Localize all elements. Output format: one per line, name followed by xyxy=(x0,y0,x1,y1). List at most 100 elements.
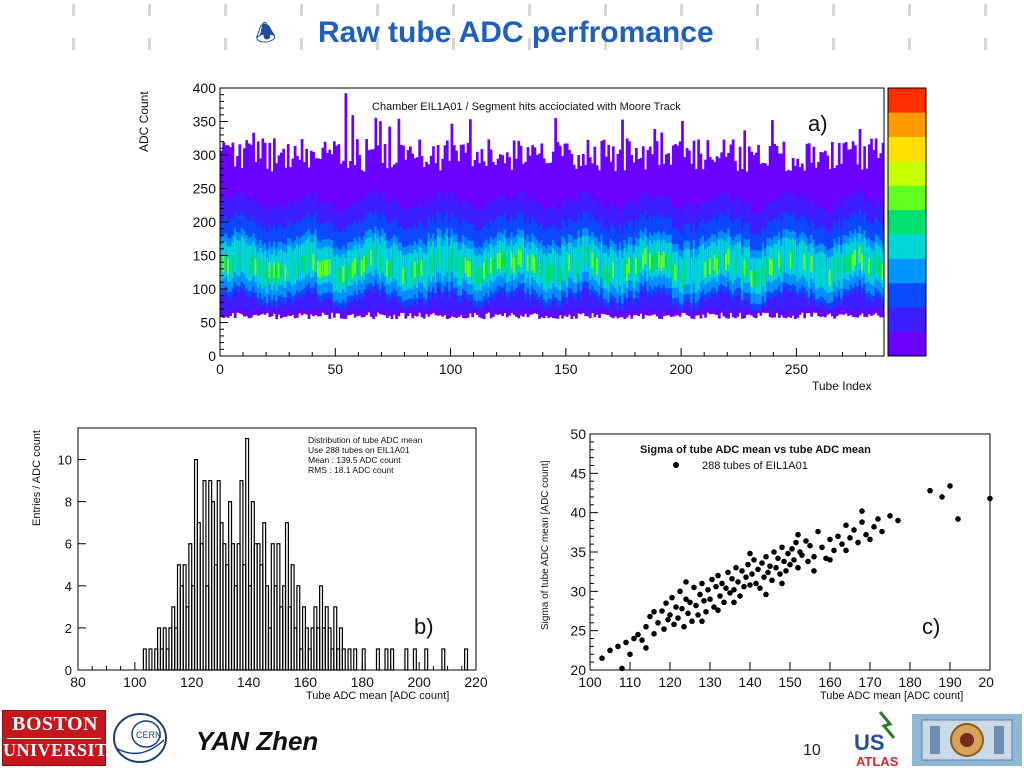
chart-c-xtick-label: 190 xyxy=(938,674,962,690)
scatter-point xyxy=(659,608,665,614)
heatmap-cell xyxy=(807,264,811,281)
heatmap-cell xyxy=(365,251,368,268)
colorbar-cell xyxy=(888,173,926,186)
heatmap-cell xyxy=(427,253,431,270)
chart-b-xtick-label: 160 xyxy=(294,674,318,690)
scatter-point xyxy=(783,568,789,574)
heatmap-cell xyxy=(284,264,288,281)
scatter-point xyxy=(723,585,729,591)
chart-c-ytick-label: 30 xyxy=(570,583,586,599)
scatter-point xyxy=(707,596,713,602)
heatmap-cell xyxy=(279,261,283,278)
heatmap-cell xyxy=(683,261,687,278)
heatmap-cell xyxy=(404,267,408,284)
heatmap-cell xyxy=(766,258,770,275)
heatmap-cell xyxy=(651,256,654,273)
slide-tick-mark xyxy=(452,4,455,16)
scatter-point xyxy=(699,580,705,587)
colorbar-cell xyxy=(888,185,926,198)
scatter-point xyxy=(665,616,671,623)
scatter-point xyxy=(815,528,821,535)
scatter-point xyxy=(663,600,669,606)
heatmap-cell xyxy=(503,249,507,267)
chart-b-panel-label: b) xyxy=(414,614,434,639)
scatter-point xyxy=(871,524,877,530)
scatter-point xyxy=(713,583,719,590)
slide-tick-mark xyxy=(984,38,987,50)
heatmap-cell xyxy=(376,250,380,268)
heatmap-cell xyxy=(268,261,272,278)
heatmap-cell xyxy=(757,270,760,287)
scatter-point xyxy=(709,576,715,583)
heatmap-cell xyxy=(660,255,664,272)
heatmap-cell xyxy=(704,261,707,278)
heatmap-cell xyxy=(374,246,378,263)
heatmap-cell xyxy=(628,257,631,274)
heatmap-cell xyxy=(526,254,530,272)
heatmap-cell xyxy=(734,256,737,273)
heatmap-cell xyxy=(344,269,348,286)
heatmap-cell xyxy=(381,249,385,266)
heatmap-cell xyxy=(473,267,477,284)
heatmap-cell xyxy=(406,266,410,283)
scatter-point xyxy=(785,550,791,557)
scatter-point xyxy=(787,561,793,568)
scatter-point xyxy=(761,574,767,580)
chart-a-ylabel: ADC Count xyxy=(137,91,151,152)
heatmap-cell xyxy=(307,249,311,266)
heatmap-cell xyxy=(761,262,765,280)
heatmap-cell xyxy=(847,257,850,274)
page-number: 10 xyxy=(803,742,821,759)
heatmap-cell xyxy=(782,249,786,266)
heatmap-cell xyxy=(706,259,710,276)
heatmap-cell xyxy=(309,254,313,271)
heatmap-cell xyxy=(439,250,442,267)
chart-b-xtick-label: 220 xyxy=(464,674,488,690)
heatmap-cell xyxy=(420,260,424,277)
heatmap-cell xyxy=(505,259,509,276)
heatmap-cell xyxy=(648,253,652,270)
slide-tick-mark xyxy=(604,4,607,16)
heatmap-cell xyxy=(812,259,816,277)
heatmap-cell xyxy=(282,263,285,280)
chart-b-stats-line-1: Distribution of tube ADC mean xyxy=(308,435,423,445)
heatmap-cell xyxy=(837,257,841,274)
heatmap-cell xyxy=(390,259,394,276)
heatmap-cell xyxy=(570,255,574,272)
heatmap-cell xyxy=(646,257,650,275)
scatter-point xyxy=(623,639,629,646)
colorbar-cell xyxy=(888,136,926,150)
heatmap-cell xyxy=(835,263,839,280)
slide-tick-mark xyxy=(148,4,151,16)
chart-c-ytick-label: 40 xyxy=(570,505,586,521)
scatter-point xyxy=(717,593,723,599)
scatter-point xyxy=(697,591,703,598)
heatmap-cell xyxy=(849,251,853,268)
heatmap-cell xyxy=(777,252,781,269)
scatter-point xyxy=(767,563,773,569)
histogram-bar xyxy=(424,648,429,671)
heatmap-cell xyxy=(554,263,558,280)
slide-tick-mark xyxy=(300,4,303,16)
scatter-point xyxy=(855,539,861,546)
scatter-point xyxy=(747,582,753,588)
heatmap-cell xyxy=(630,257,634,274)
scatter-point xyxy=(711,604,717,610)
slide-tick-mark xyxy=(528,38,531,50)
scatter-point xyxy=(715,572,721,579)
scatter-point xyxy=(639,637,645,643)
us-atlas-logo-us: US xyxy=(854,730,885,755)
scatter-point xyxy=(803,538,809,544)
heatmap-cell xyxy=(471,261,475,278)
scatter-point xyxy=(683,579,689,585)
heatmap-cell xyxy=(572,259,576,276)
heatmap-cell xyxy=(448,258,451,275)
heatmap-cell xyxy=(867,257,871,274)
heatmap-cell xyxy=(803,254,807,271)
heatmap-cell xyxy=(462,255,465,272)
heatmap-cell xyxy=(794,252,797,269)
heatmap-cell xyxy=(312,254,315,271)
heatmap-cell xyxy=(754,270,758,287)
heatmap-cell xyxy=(432,253,435,270)
heatmap-cell xyxy=(392,255,396,272)
